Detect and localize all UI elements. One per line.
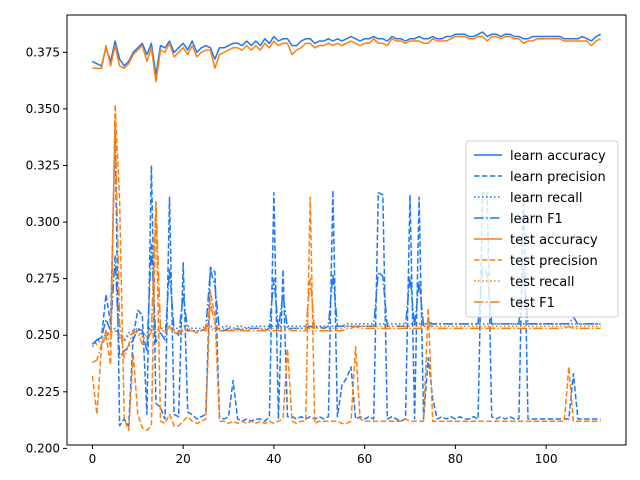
- legend-label-learn-accuracy: learn accuracy: [510, 149, 606, 164]
- x-axis: 0 20 40 60 80 100: [89, 445, 558, 466]
- y-tick-label: 0.225: [26, 385, 60, 399]
- y-tick-label: 0.375: [26, 45, 60, 59]
- series-layer: [91, 31, 601, 432]
- series-line-learn-precision: [91, 130, 601, 427]
- series-line-test-accuracy: [92, 35, 601, 83]
- legend-box: [465, 140, 619, 318]
- legend-label-learn-recall: learn recall: [510, 191, 582, 206]
- legend: learn accuracy learn precision learn recal…: [465, 140, 619, 318]
- x-tick-label: 60: [357, 452, 372, 466]
- y-axis: 0.200 0.225 0.250 0.275 0.300 0.325 0.350 0.375: [26, 45, 67, 455]
- y-tick-label: 0.325: [26, 159, 60, 173]
- y-tick-label: 0.350: [26, 102, 60, 116]
- series-line-test-precision: [91, 103, 601, 432]
- legend-label-test-recall: test recall: [510, 275, 575, 290]
- series-line-learn-accuracy: [92, 31, 601, 76]
- y-tick-label: 0.250: [26, 328, 60, 342]
- x-tick-label: 20: [176, 452, 191, 466]
- legend-label-test-precision: test precision: [510, 254, 598, 269]
- series-line-test-f1: [92, 119, 601, 364]
- x-tick-label: 0: [89, 452, 97, 466]
- x-tick-label: 40: [266, 452, 281, 466]
- legend-label-learn-f1: learn F1: [510, 212, 563, 227]
- plot-frame: [66, 14, 627, 446]
- legend-label-learn-precision: learn precision: [510, 170, 606, 185]
- y-tick-label: 0.275: [26, 272, 60, 286]
- x-tick-label: 80: [448, 452, 463, 466]
- y-tick-label: 0.200: [26, 441, 60, 455]
- y-tick-label: 0.300: [26, 215, 60, 229]
- x-tick-label: 100: [535, 452, 558, 466]
- legend-label-test-f1: test F1: [510, 296, 555, 311]
- legend-label-test-accuracy: test accuracy: [510, 233, 598, 248]
- series-line-learn-recall: [91, 323, 601, 348]
